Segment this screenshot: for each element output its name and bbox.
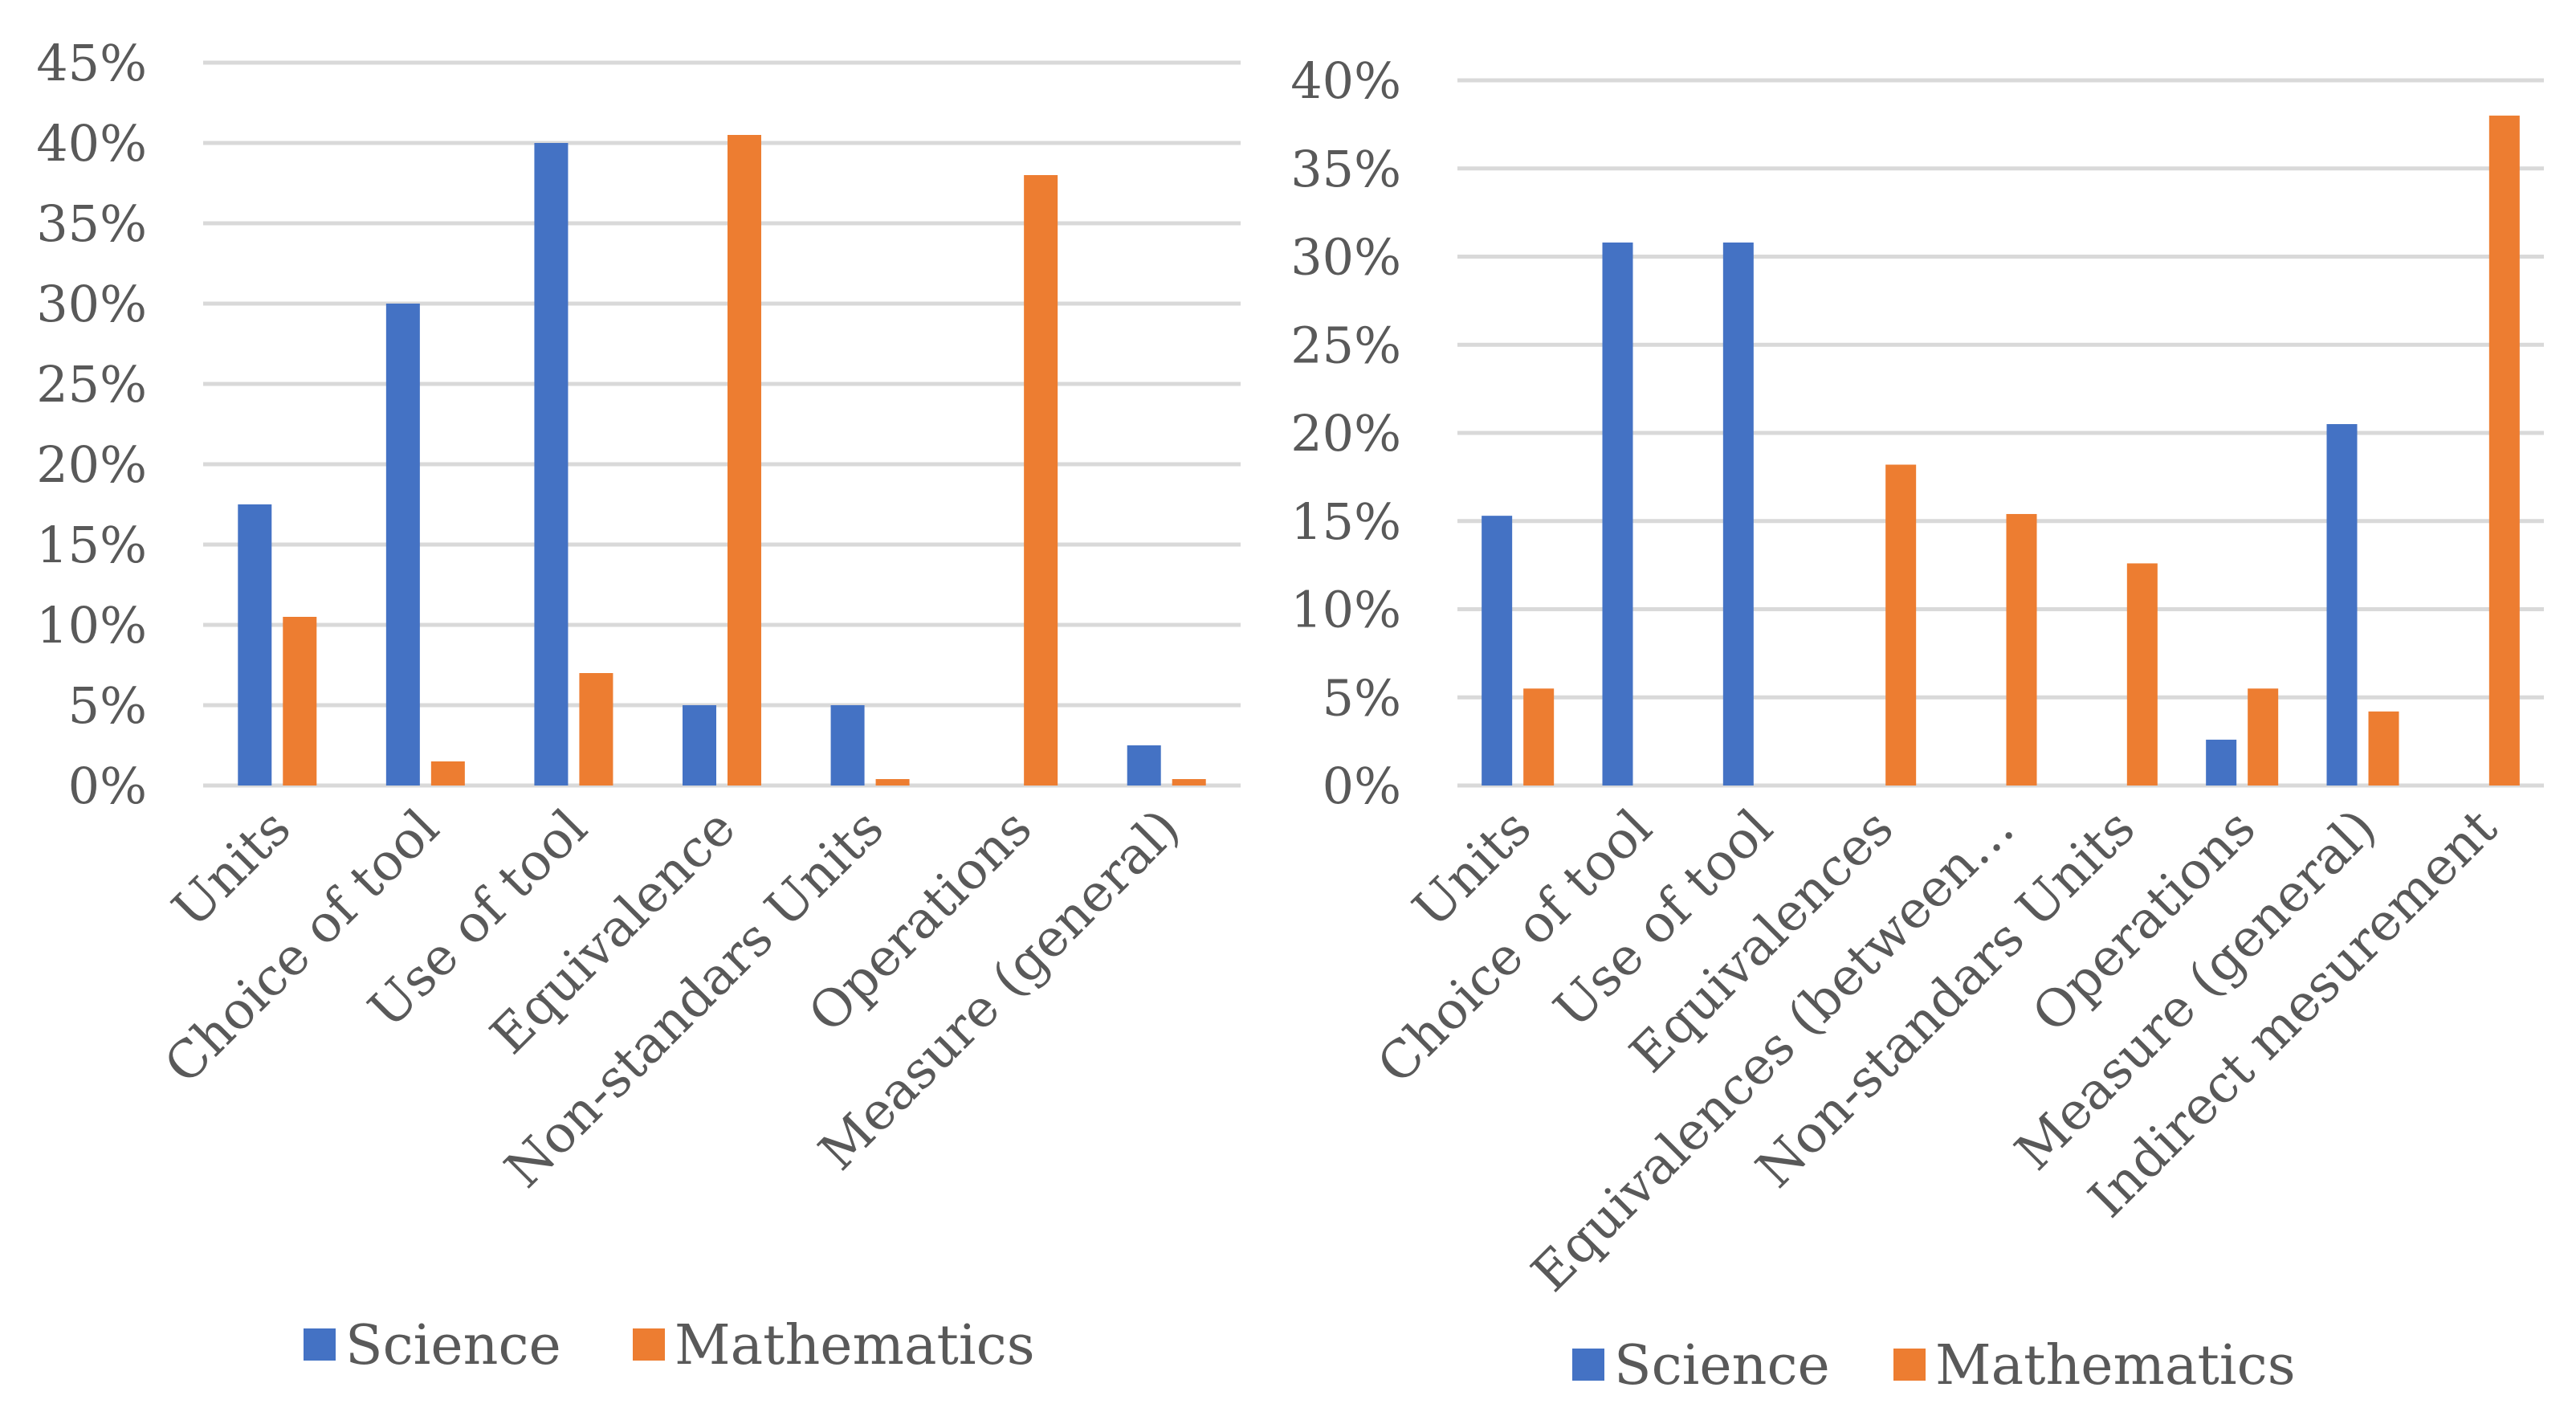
legend-label-mathematics: Mathematics — [675, 1314, 1035, 1377]
bar-mathematics — [1172, 779, 1206, 786]
y-tick-label: 30% — [36, 275, 147, 333]
y-tick-label: 25% — [36, 355, 147, 414]
y-tick-label: 20% — [1290, 404, 1401, 463]
bar-mathematics — [1885, 464, 1917, 786]
bar-mathematics — [1523, 688, 1555, 786]
bar-mathematics — [283, 617, 317, 786]
bar-mathematics — [2368, 711, 2399, 786]
bar-mathematics — [2488, 115, 2520, 786]
bar-mathematics — [875, 779, 910, 786]
bar-science — [683, 705, 716, 786]
legend-swatch-science — [1572, 1349, 1604, 1381]
legend-swatch-mathematics — [1893, 1349, 1926, 1381]
chart-left: 0% 5% 10% 15% 20% 25% 30% 35% 40% 45% UnitsChoice … — [36, 34, 1241, 1377]
bar-science — [1602, 242, 1633, 786]
y-tick-label: 35% — [36, 194, 147, 253]
y-tick-label: 30% — [1290, 228, 1401, 287]
bar-mathematics — [430, 761, 465, 786]
y-tick-label: 0% — [1323, 757, 1401, 815]
y-tick-label: 35% — [1290, 140, 1401, 198]
bar-mathematics — [728, 135, 761, 786]
y-tick-label: 45% — [36, 34, 147, 92]
y-tick-label: 10% — [1290, 581, 1401, 639]
y-tick-label: 0% — [68, 757, 147, 815]
legend-label-science: Science — [345, 1314, 561, 1377]
y-tick-label: 5% — [1323, 668, 1401, 727]
bar-science — [238, 504, 272, 786]
category-label: Units — [161, 798, 302, 939]
y-tick-label: 15% — [36, 516, 147, 574]
y-tick-label: 10% — [36, 596, 147, 655]
legend-label-mathematics: Mathematics — [1935, 1334, 2296, 1398]
y-tick-label: 40% — [1290, 51, 1401, 110]
bar-mathematics — [2126, 563, 2158, 786]
legend-swatch-mathematics — [633, 1328, 665, 1361]
bar-science — [2326, 424, 2358, 786]
legend-label-science: Science — [1614, 1334, 1830, 1398]
bar-science — [2206, 739, 2237, 786]
category-label: Choice of tool — [153, 798, 450, 1096]
y-tick-label: 25% — [1290, 316, 1401, 374]
bar-mathematics — [2006, 513, 2037, 786]
bar-science — [1722, 242, 1754, 786]
bar-mathematics — [2248, 688, 2279, 786]
y-tick-label: 5% — [68, 676, 147, 735]
y-tick-label: 40% — [36, 114, 147, 173]
bar-science — [830, 705, 865, 786]
bar-science — [385, 304, 420, 786]
bar-science — [1127, 745, 1161, 786]
bar-science — [1482, 516, 1513, 786]
bar-mathematics — [1024, 175, 1058, 786]
bar-science — [534, 143, 569, 786]
bar-mathematics — [579, 673, 613, 786]
legend-swatch-science — [304, 1328, 336, 1361]
y-tick-label: 15% — [1290, 492, 1401, 551]
y-tick-label: 20% — [36, 435, 147, 494]
